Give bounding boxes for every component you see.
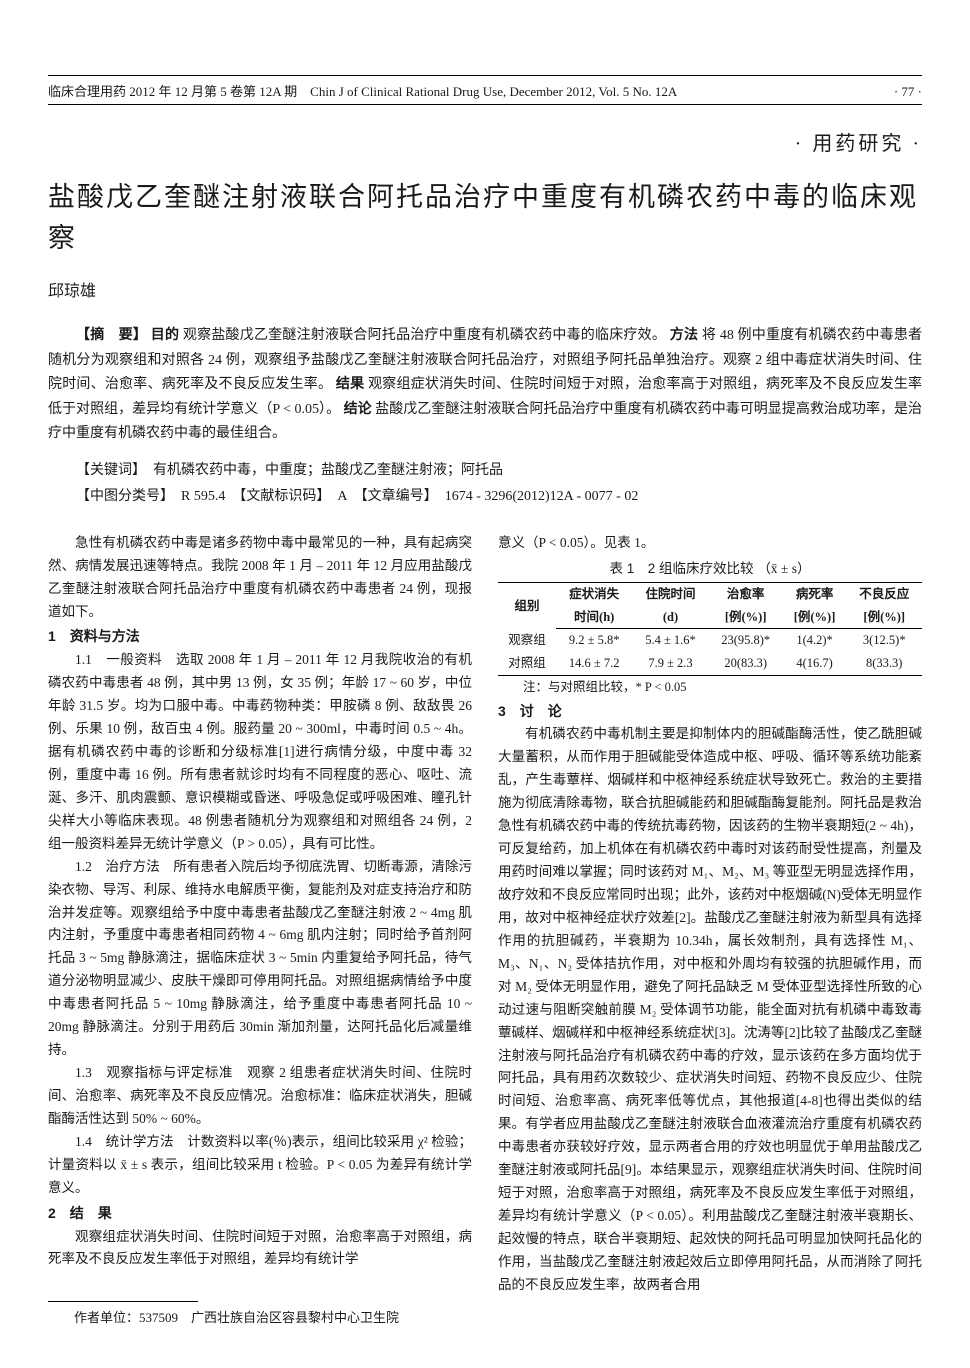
table-header-row-1: 组别 症状消失 住院时间 治愈率 病死率 不良反应 xyxy=(498,582,922,605)
abstract-label: 【摘 要】 xyxy=(76,328,147,343)
no-value: 1674 - 3296(2012)12A - 0077 - 02 xyxy=(445,489,639,504)
section-3: 3 讨 论 xyxy=(498,700,922,724)
footnote-rule xyxy=(48,1301,198,1302)
article-title: 盐酸戊乙奎醚注射液联合阿托品治疗中重度有机磷农药中毒的临床观察 xyxy=(48,177,922,261)
top-rule xyxy=(48,75,922,76)
table-row: 观察组 9.2 ± 5.8* 5.4 ± 1.6* 23(95.8)* 1(4.… xyxy=(498,629,922,652)
para-1-1: 1.1 一般资料 选取 2008 年 1 月 – 2011 年 12 月我院收治… xyxy=(48,649,472,855)
para-1-4: 1.4 统计学方法 计数资料以率(％)表示，组间比较采用 χ² 检验；计量资料以… xyxy=(48,1131,472,1200)
cell: 23(95.8)* xyxy=(709,629,783,652)
cell: 7.9 ± 2.3 xyxy=(632,652,708,675)
cell: 9.2 ± 5.8* xyxy=(556,629,632,652)
cell: 对照组 xyxy=(498,652,556,675)
running-head: 临床合理用药 2012 年 12 月第 5 卷第 12A 期 Chin J of… xyxy=(48,78,922,105)
intro-para: 急性有机磷农药中毒是诸多药物中毒中最常见的一种，具有起病突然、病情发展迅速等特点… xyxy=(48,532,472,624)
para-2: 观察组症状消失时间、住院时间短于对照，治愈率高于对照组，病死率及不良反应发生率低… xyxy=(48,1226,472,1272)
cell: 14.6 ± 7.2 xyxy=(556,652,632,675)
cell: 5.4 ± 1.6* xyxy=(632,629,708,652)
conclusion-label: 结论 xyxy=(344,402,372,417)
col-stay: 住院时间 xyxy=(632,582,708,605)
col-adr: 不良反应 xyxy=(846,582,922,605)
table-1-title: 表 1 2 组临床疗效比较 （x̄ ± s） xyxy=(498,559,922,579)
col-cure: 治愈率 xyxy=(709,582,783,605)
journal-info: 临床合理用药 2012 年 12 月第 5 卷第 12A 期 Chin J of… xyxy=(48,82,677,102)
cell: 4(16.7) xyxy=(783,652,847,675)
cell: 观察组 xyxy=(498,629,556,652)
left-column: 急性有机磷农药中毒是诸多药物中毒中最常见的一种，具有起病突然、病情发展迅速等特点… xyxy=(48,532,472,1328)
col-group: 组别 xyxy=(498,582,556,629)
table-title-text: 表 1 2 组临床疗效比较 xyxy=(610,561,754,576)
cell: 20(83.3) xyxy=(709,652,783,675)
classify-line: 【中图分类号】 R 595.4 【文献标识码】 A 【文章编号】 1674 - … xyxy=(48,485,922,510)
right-column: 意义（P < 0.05）。见表 1。 表 1 2 组临床疗效比较 （x̄ ± s… xyxy=(498,532,922,1328)
section-2: 2 结 果 xyxy=(48,1202,472,1226)
no-label: 【文章编号】 xyxy=(361,489,431,504)
doc-value: A xyxy=(337,489,346,504)
objective-label: 目的 xyxy=(151,328,179,343)
author: 邱琼雄 xyxy=(48,280,922,304)
cls-value: R 595.4 xyxy=(181,489,225,504)
col-stay2: (d) xyxy=(632,606,708,629)
keywords-line: 【关键词】 有机磷农药中毒，中重度；盐酸戊乙奎醚注射液；阿托品 xyxy=(48,459,922,484)
abstract-block: 【摘 要】 目的 观察盐酸戊乙奎醚注射液联合阿托品治疗中重度有机磷农药中毒的临床… xyxy=(48,324,922,447)
para-2-cont: 意义（P < 0.05）。见表 1。 xyxy=(498,532,922,555)
col-death: 病死率 xyxy=(783,582,847,605)
table-header-row-2: 时间(h) (d) [例(%)] [例(%)] [例(%)] xyxy=(498,606,922,629)
keywords-label: 【关键词】 xyxy=(76,463,139,478)
results-label: 结果 xyxy=(336,377,364,392)
table-row: 对照组 14.6 ± 7.2 7.9 ± 2.3 20(83.3) 4(16.7… xyxy=(498,652,922,675)
section-tag: · 用药研究 · xyxy=(48,129,922,159)
page-number: · 77 · xyxy=(894,82,922,102)
para-1-2: 1.2 治疗方法 所有患者入院后均予彻底洗胃、切断毒源，清除污染衣物、导泻、利尿… xyxy=(48,856,472,1062)
col-sym2: 时间(h) xyxy=(556,606,632,629)
col-cure2: [例(%)] xyxy=(709,606,783,629)
cell: 1(4.2)* xyxy=(783,629,847,652)
cell: 8(33.3) xyxy=(846,652,922,675)
table-stat: （x̄ ± s） xyxy=(757,561,810,576)
para-1-3: 1.3 观察指标与评定标准 观察 2 组患者症状消失时间、住院时间、治愈率、病死… xyxy=(48,1062,472,1131)
section-1: 1 资料与方法 xyxy=(48,625,472,649)
doc-label: 【文献标识码】 xyxy=(239,489,323,504)
col-sym: 症状消失 xyxy=(556,582,632,605)
col-death2: [例(%)] xyxy=(783,606,847,629)
table-note: 注：与对照组比较，* P < 0.05 xyxy=(498,678,922,697)
discussion-para: 有机磷农药中毒机制主要是抑制体内的胆碱酯酶活性，使乙酰胆碱大量蓄积，从而作用于胆… xyxy=(498,723,922,1296)
two-column-body: 急性有机磷农药中毒是诸多药物中毒中最常见的一种，具有起病突然、病情发展迅速等特点… xyxy=(48,532,922,1328)
keywords-text: 有机磷农药中毒，中重度；盐酸戊乙奎醚注射液；阿托品 xyxy=(153,463,503,478)
cell: 3(12.5)* xyxy=(846,629,922,652)
col-adr2: [例(%)] xyxy=(846,606,922,629)
objective-text: 观察盐酸戊乙奎醚注射液联合阿托品治疗中重度有机磷农药中毒的临床疗效。 xyxy=(183,328,666,343)
table-1: 组别 症状消失 住院时间 治愈率 病死率 不良反应 时间(h) (d) [例(%… xyxy=(498,582,922,676)
author-affiliation: 作者单位：537509 广西壮族自治区容县黎村中心卫生院 xyxy=(48,1308,472,1328)
methods-label: 方法 xyxy=(670,328,698,343)
cls-label: 【中图分类号】 xyxy=(76,489,167,504)
